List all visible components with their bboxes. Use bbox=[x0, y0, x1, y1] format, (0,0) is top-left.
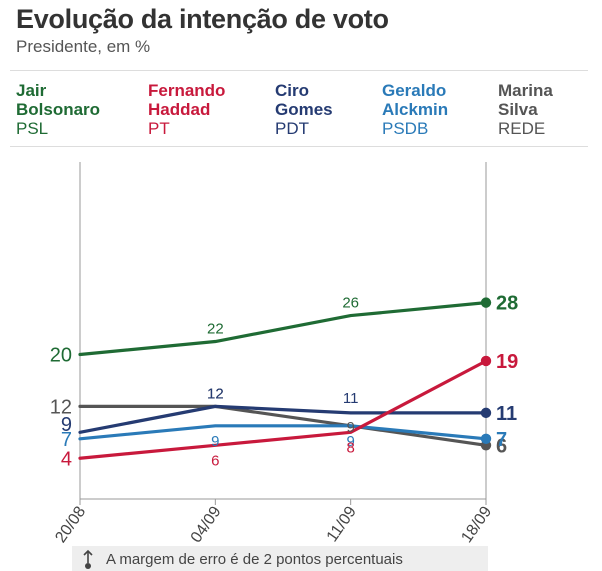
x-tick-label: 04/09 bbox=[188, 503, 225, 546]
data-label: 20 bbox=[50, 345, 72, 367]
error-margin-icon bbox=[83, 549, 93, 569]
legend-name: Fernando Haddad bbox=[148, 81, 226, 119]
legend-item-marina: Marina Silva REDE bbox=[498, 81, 602, 138]
data-label: 26 bbox=[342, 295, 359, 312]
x-tick-label: 11/09 bbox=[324, 503, 360, 545]
legend-party: PDT bbox=[275, 119, 309, 138]
data-label: 11 bbox=[496, 403, 517, 425]
data-label: 9 bbox=[211, 433, 219, 450]
legend-name: Jair Bolsonaro bbox=[16, 81, 101, 119]
legend-name: Marina Silva bbox=[498, 81, 553, 119]
legend-name: Ciro Gomes bbox=[275, 81, 333, 119]
series-line-pt bbox=[78, 359, 488, 460]
legend-item-ciro: Ciro Gomes PDT bbox=[275, 81, 385, 138]
legend-item-haddad: Fernando Haddad PT bbox=[148, 81, 258, 138]
data-label: 12 bbox=[50, 396, 72, 418]
data-label: 7 bbox=[61, 429, 72, 451]
legend-item-bolsonaro: Jair Bolsonaro PSL bbox=[16, 81, 126, 138]
end-point-marker bbox=[480, 355, 492, 367]
data-label: 19 bbox=[496, 351, 518, 373]
data-label: 6 bbox=[211, 452, 219, 469]
footnote-text: A margem de erro é de 2 pontos percentua… bbox=[106, 551, 403, 568]
series-line-pdt bbox=[78, 404, 488, 434]
footnote-box: A margem de erro é de 2 pontos percentua… bbox=[72, 546, 488, 571]
data-label: 9 bbox=[346, 433, 354, 450]
series-line-rede bbox=[78, 404, 488, 447]
end-point-marker bbox=[480, 433, 492, 445]
legend-party: REDE bbox=[498, 119, 546, 138]
chart-subtitle: Presidente, em % bbox=[16, 37, 151, 56]
legend-item-alckmin: Geraldo Alckmin PSDB bbox=[382, 81, 492, 138]
data-label: 12 bbox=[207, 385, 224, 402]
series-line-psdb bbox=[78, 424, 488, 441]
x-tick-label: 20/08 bbox=[52, 503, 89, 546]
data-label: 22 bbox=[207, 321, 224, 338]
chart-title: Evolução da intenção de voto bbox=[16, 4, 389, 34]
legend-party: PSL bbox=[16, 119, 49, 138]
data-label: 7 bbox=[496, 429, 507, 451]
legend-party: PT bbox=[148, 119, 170, 138]
legend-party: PSDB bbox=[382, 119, 429, 138]
data-label: 9 bbox=[61, 414, 72, 436]
legend-name: Geraldo Alckmin bbox=[382, 81, 449, 119]
end-point-marker bbox=[480, 407, 492, 419]
series-line-psl bbox=[78, 301, 488, 357]
x-tick-label: 18/09 bbox=[458, 503, 495, 546]
data-label: 9 bbox=[346, 419, 354, 436]
data-label: 6 bbox=[496, 435, 507, 457]
data-label: 4 bbox=[61, 448, 72, 470]
data-label: 28 bbox=[496, 293, 518, 315]
end-point-marker bbox=[480, 297, 492, 308]
data-label: 12 bbox=[207, 385, 224, 402]
legend-divider bbox=[10, 146, 588, 147]
top-divider bbox=[10, 70, 588, 71]
legend: Jair Bolsonaro PSL Fernando Haddad PT Ci… bbox=[16, 81, 586, 139]
data-label: 11 bbox=[343, 390, 359, 407]
data-label: 8 bbox=[346, 439, 354, 456]
